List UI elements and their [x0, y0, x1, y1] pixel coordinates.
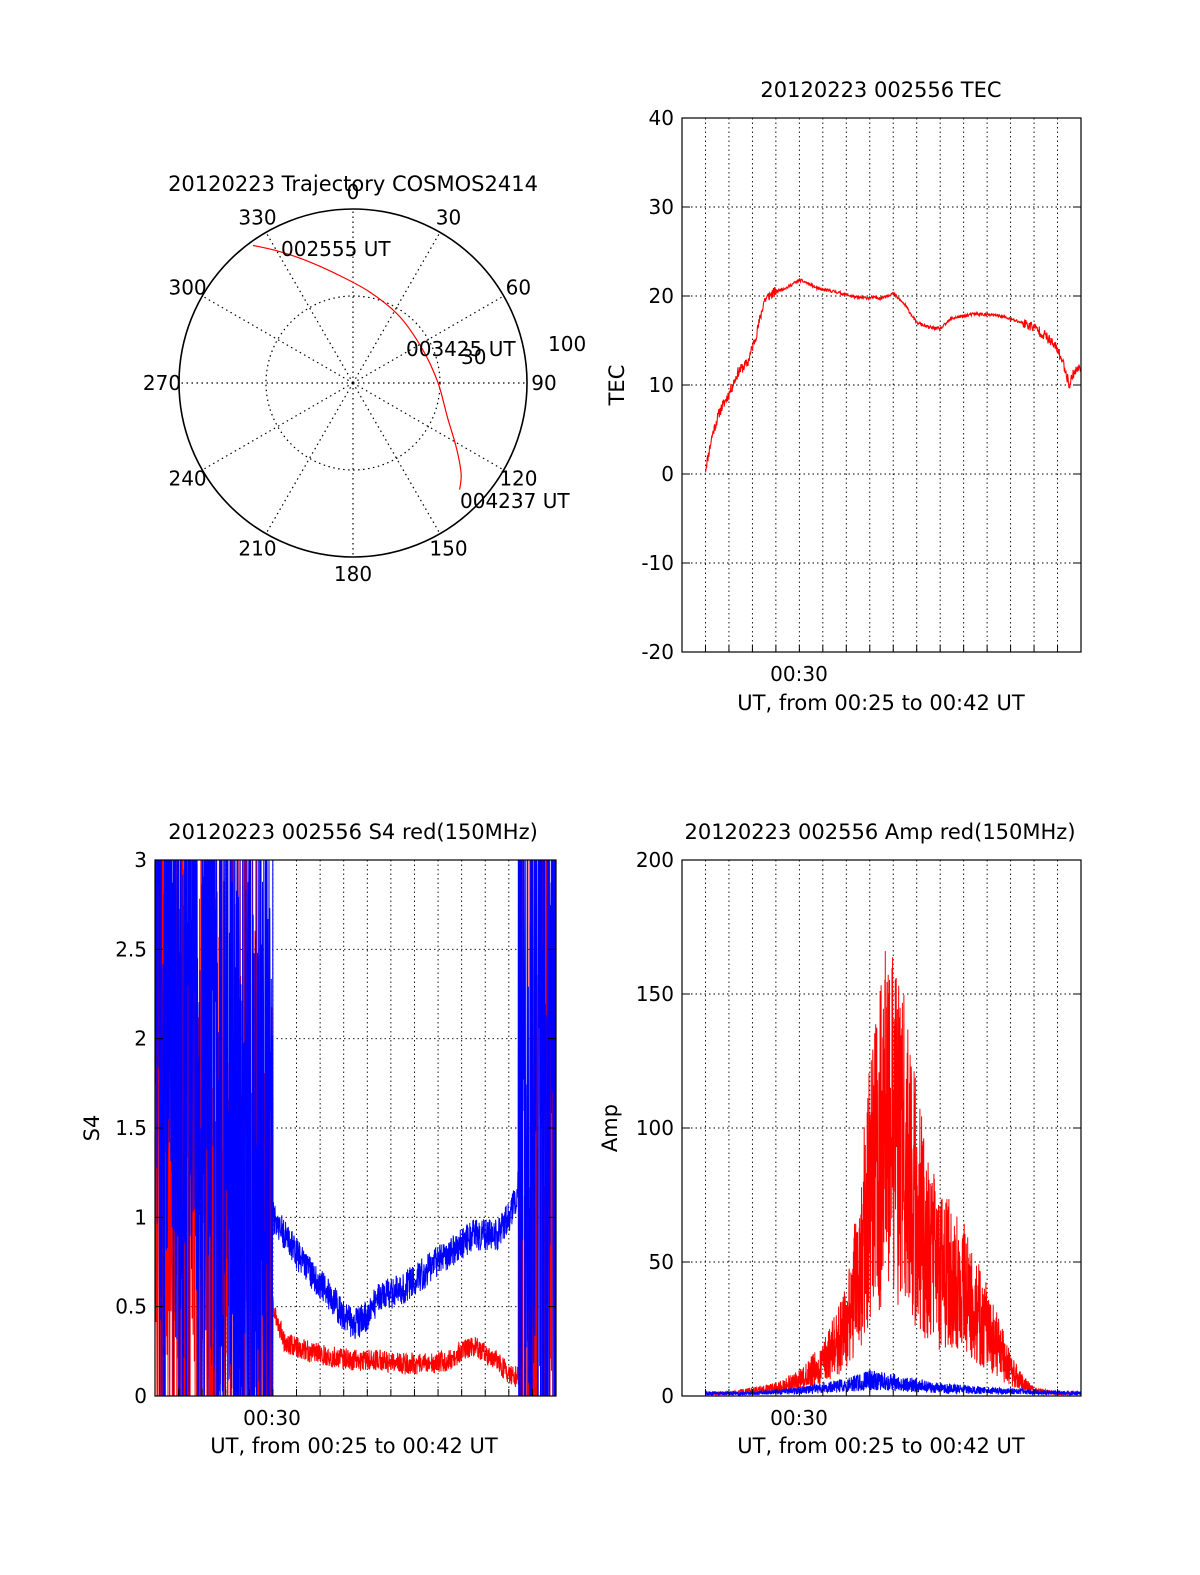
polar-angle-label-240: 240 [168, 467, 206, 491]
polar-angle-label-60: 60 [506, 276, 531, 300]
polar-angle-label-120: 120 [499, 467, 537, 491]
amp-x-label: UT, from 00:25 to 00:42 UT [737, 1434, 1025, 1458]
amp-y-label: Amp [598, 1104, 622, 1152]
tec-panel: 20120223 002556 TEC 40 30 20 10 0 -10 -20 00:3… [605, 78, 1082, 715]
polar-spoke-210 [265, 382, 354, 534]
trajectory-line [252, 244, 462, 490]
s4-y-tick-label: 2 [134, 1027, 147, 1051]
polar-angle-label-0: 0 [347, 180, 360, 204]
polar-radial-label-100: 100 [548, 332, 586, 356]
tec-series-line [704, 278, 1082, 473]
polar-inner-circle [265, 295, 441, 471]
polar-spoke-150 [352, 382, 441, 534]
amp-y-tick-label: 0 [661, 1384, 674, 1408]
trajectory-mid-annotation: 003425 UT [406, 337, 516, 361]
polar-angle-label-30: 30 [436, 206, 461, 230]
polar-angle-label-150: 150 [429, 536, 467, 560]
s4-series-line [155, 860, 556, 1396]
amp-x-tick-0030: 00:30 [770, 1406, 828, 1430]
tec-title: 20120223 002556 TEC [760, 78, 1001, 102]
trajectory-panel: 20120223 Trajectory COSMOS2414 0 30 60 90 12… [143, 172, 586, 586]
polar-spoke-60 [352, 295, 504, 384]
trajectory-start-annotation: 002555 UT [281, 237, 391, 261]
polar-spoke-120 [352, 382, 504, 471]
tec-y-tick-label: 10 [649, 373, 674, 397]
polar-angle-label-210: 210 [238, 536, 276, 560]
tec-y-tick-label: -20 [641, 640, 674, 664]
polar-angle-label-330: 330 [238, 206, 276, 230]
s4-y-tick-label: 1.5 [115, 1116, 147, 1140]
tec-x-label: UT, from 00:25 to 00:42 UT [737, 691, 1025, 715]
amp-y-tick-label: 100 [636, 1116, 674, 1140]
amp-y-tick-label: 50 [649, 1250, 674, 1274]
amp-y-tick-label: 150 [636, 982, 674, 1006]
s4-y-tick-label: 3 [134, 848, 147, 872]
tec-grid [682, 118, 1081, 652]
tec-y-tick-label: 20 [649, 284, 674, 308]
amp-series-line [705, 1370, 1082, 1397]
s4-y-tick-label: 0.5 [115, 1295, 147, 1319]
s4-title: 20120223 002556 S4 red(150MHz) [168, 820, 538, 844]
tec-y-tick-label: 40 [649, 106, 674, 130]
polar-grid [178, 208, 528, 558]
polar-angle-labels: 0 30 60 90 120 150 180 210 240 270 300 330 [143, 180, 557, 586]
s4-y-tick-label: 1 [134, 1205, 147, 1229]
polar-spoke-30 [352, 232, 441, 384]
tec-y-tick-label: 30 [649, 195, 674, 219]
polar-spoke-330 [265, 232, 354, 384]
s4-y-tick-label: 0 [134, 1384, 147, 1408]
amp-series [705, 951, 1082, 1397]
polar-spoke-300 [202, 295, 354, 384]
s4-panel: 20120223 002556 S4 red(150MHz) 3 2.5 2 1.5 1… [80, 820, 557, 1458]
polar-angle-label-180: 180 [334, 562, 372, 586]
tec-y-ticks: 40 30 20 10 0 -10 -20 [641, 106, 1081, 664]
polar-radial-label-30: 30 [461, 345, 486, 369]
s4-y-tick-label: 2.5 [115, 937, 147, 961]
tec-y-label: TEC [605, 365, 629, 407]
tec-y-tick-label: 0 [661, 462, 674, 486]
s4-x-label: UT, from 00:25 to 00:42 UT [210, 1434, 498, 1458]
tec-series [704, 278, 1082, 473]
polar-angle-label-90: 90 [531, 371, 556, 395]
polar-angle-label-300: 300 [168, 276, 206, 300]
amp-y-tick-label: 200 [636, 848, 674, 872]
polar-spoke-240 [202, 382, 354, 471]
s4-y-ticks: 3 2.5 2 1.5 1 0.5 0 [115, 848, 556, 1408]
amp-panel: 20120223 002556 Amp red(150MHz) 200 150 10… [598, 820, 1082, 1458]
trajectory-title: 20120223 Trajectory COSMOS2414 [168, 172, 538, 196]
tec-y-tick-label: -10 [641, 551, 674, 575]
amp-series-line [705, 951, 1082, 1397]
amp-y-ticks: 200 150 100 50 0 [636, 848, 1081, 1408]
s4-series [155, 860, 556, 1396]
polar-angle-label-270: 270 [143, 371, 181, 395]
s4-y-label: S4 [80, 1115, 104, 1142]
amp-title: 20120223 002556 Amp red(150MHz) [684, 820, 1075, 844]
tec-x-tick-0030: 00:30 [770, 662, 828, 686]
polar-outer-circle [178, 208, 528, 558]
trajectory-end-annotation: 004237 UT [460, 489, 570, 513]
s4-x-tick-0030: 00:30 [243, 1406, 301, 1430]
